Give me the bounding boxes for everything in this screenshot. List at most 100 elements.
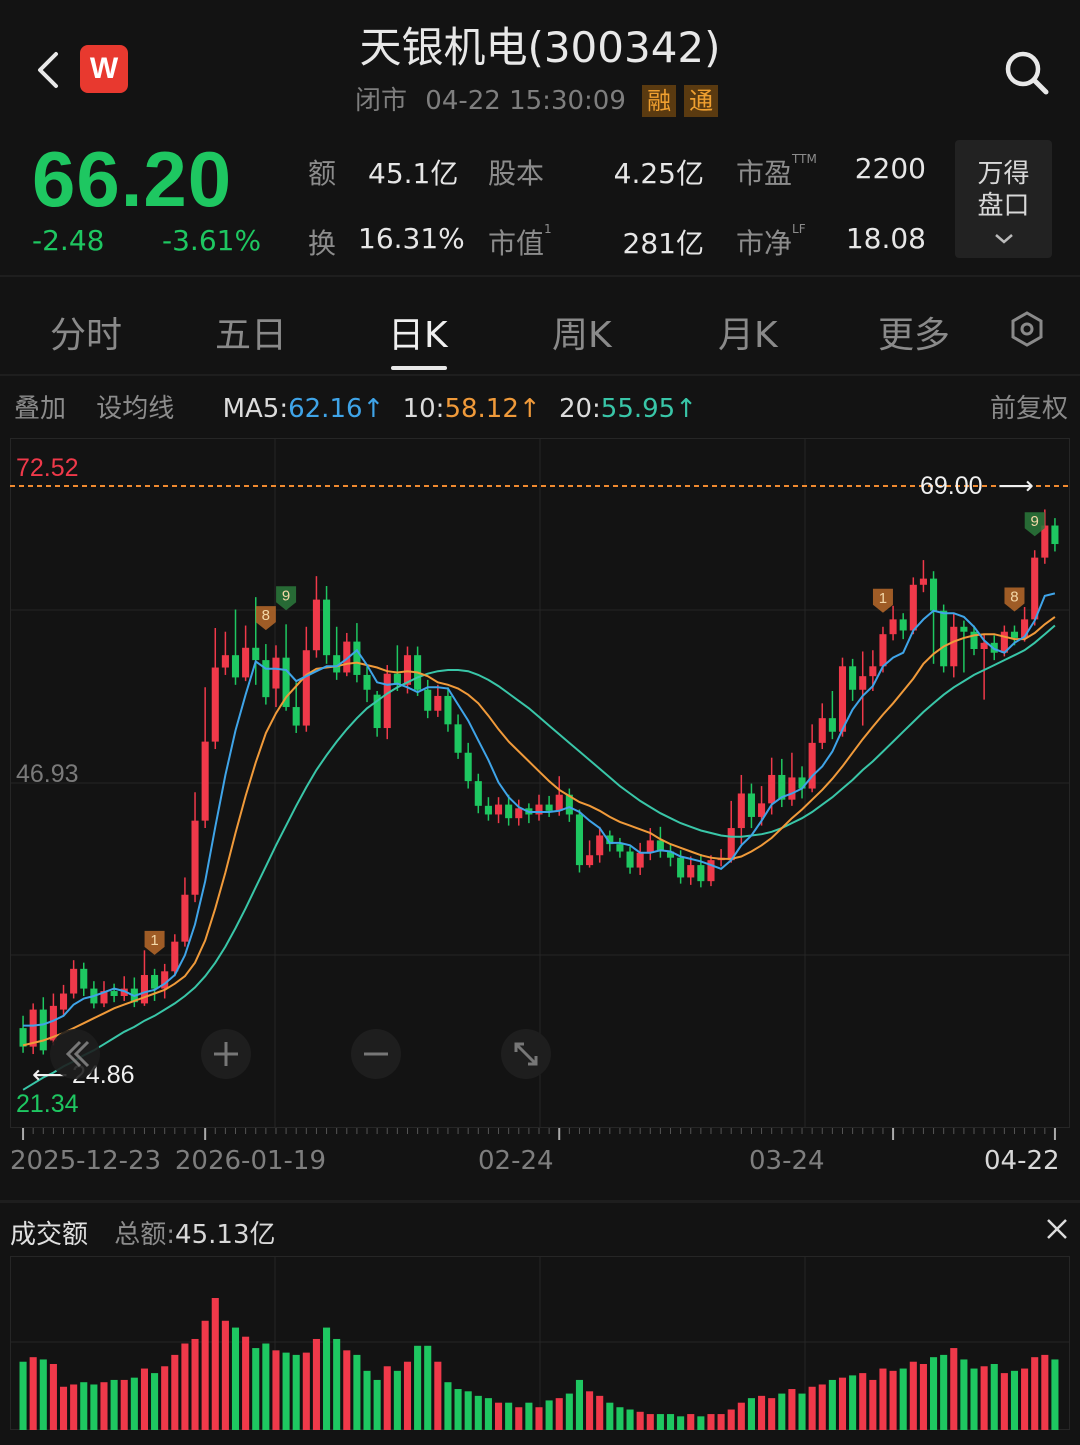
zoom-out-button[interactable] [351,1029,401,1079]
volume-bar [535,1407,543,1430]
candle [940,604,948,673]
expand-icon[interactable] [501,1029,551,1079]
candle-body [606,835,614,845]
signal-marker-label: 9 [282,587,290,604]
candle [1031,550,1039,626]
pb-label: 市净LF [736,222,806,262]
candle-body [29,1009,37,1047]
volume-bar [161,1366,169,1430]
candle-body [363,674,371,690]
candle [191,792,199,903]
candle-body [39,1009,47,1051]
ma5-line [23,592,1056,1027]
volume-bar [899,1368,907,1430]
ma20-value: 55.95 [600,394,676,424]
volume-bar [343,1350,351,1430]
close-icon[interactable] [1042,1214,1072,1244]
candle-body [333,655,341,673]
candle [19,1015,27,1053]
volume-bar [818,1384,826,1430]
volume-bar [100,1382,108,1430]
candle-body [171,941,179,972]
ma10-label: 10: [402,394,445,424]
candle [980,634,988,700]
candle [616,837,624,858]
candle-body [980,642,988,650]
set-ma-button[interactable]: 设均线 [96,394,175,424]
connect-tag[interactable]: 通 [684,85,719,117]
ma5-label: MA5: [222,394,289,424]
candle-body [353,641,361,675]
volume-bar [171,1354,179,1430]
volume-bar [181,1343,189,1430]
adjust-mode-button[interactable]: 前复权 [989,394,1068,424]
volume-bar [272,1350,280,1430]
candle-body [768,774,776,804]
candle-body [393,673,401,685]
signal-marker-badge [1004,587,1025,612]
candle [494,797,503,824]
volume-chart[interactable] [10,1256,1070,1430]
margin-tag[interactable]: 融 [642,85,677,117]
volume-bar [383,1366,391,1430]
volume-bar [484,1398,492,1430]
candle-body [1000,631,1008,653]
volume-bar [758,1395,766,1430]
candle-body [424,689,432,711]
tab-intraday[interactable]: 分时 [50,315,123,356]
candle-body [879,634,887,667]
candle [484,797,492,821]
settings-hexagon-icon[interactable] [1008,310,1046,348]
ma5-value: 62.16 [288,394,363,424]
kline-chart[interactable]: 189 1 89 72.52 46.93 21.34 69.00 ⟶ ⟵ 24.86 [10,438,1070,1128]
pb-label-text: 市净 [736,227,793,260]
candle-body [464,752,472,782]
candle-body [778,774,786,800]
candle-body [70,968,78,994]
candle [666,844,675,867]
candle [262,644,270,705]
tab-more[interactable]: 更多 [878,315,951,356]
candle [586,840,594,868]
scroll-left-button[interactable] [50,1029,100,1079]
volume-bar [859,1373,867,1430]
candle [474,773,482,814]
back-arrow-icon[interactable] [30,48,70,92]
tab-daily-k[interactable]: 日K [388,315,448,356]
x-label-2: 2026-01-19 [176,1146,326,1176]
candle-body [919,578,927,585]
volume-bar [646,1414,654,1430]
tab-monthly-k[interactable]: 月K [718,315,778,356]
tab-five-day[interactable]: 五日 [215,315,288,356]
candle-body [869,666,877,677]
signal-markers-layer: 189 1 89 [144,512,1045,955]
market-status-line: 闭市 04-22 15:30:09 融通 [355,80,719,117]
search-icon[interactable] [1002,48,1050,96]
wind-logo-icon[interactable]: W [80,45,128,93]
volume-bar [242,1336,250,1430]
volume-bar [980,1366,988,1430]
candle [403,646,412,694]
candle [747,783,755,829]
candle-body [950,626,958,667]
candle-body [484,805,492,815]
chart-grid [10,438,1070,1128]
overlay-button[interactable]: 叠加 [14,394,67,424]
candle-body [636,852,644,868]
candle [242,625,250,682]
candle [29,1003,37,1055]
volume-total-label: 总额: [114,1220,176,1250]
candle [211,628,219,750]
signal-marker-badge [872,588,893,613]
volume-bar [1041,1354,1049,1430]
candle [100,981,108,1008]
candle [323,586,331,664]
candle-body [494,804,503,815]
candle [363,666,371,703]
volume-bar [1010,1370,1019,1430]
candle [849,658,857,701]
candle-body [110,991,118,997]
tab-weekly-k[interactable]: 周K [552,315,612,356]
zoom-in-button[interactable] [201,1029,251,1079]
order-book-button[interactable]: 万得 盘口 [955,140,1052,258]
